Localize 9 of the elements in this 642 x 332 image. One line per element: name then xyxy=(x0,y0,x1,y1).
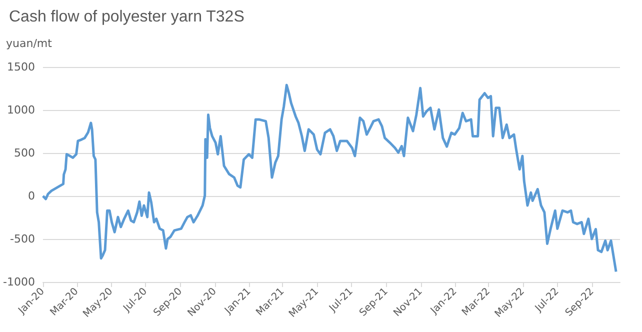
y-tick-label: 500 xyxy=(14,146,35,160)
y-tick-label: 1000 xyxy=(6,104,35,116)
chart-title: Cash flow of polyester yarn T32S xyxy=(9,8,244,26)
y-tick-label: -500 xyxy=(10,232,35,246)
y-tick-label: 1500 xyxy=(6,60,35,74)
y-tick-label: -1000 xyxy=(2,276,35,288)
y-tick-label: 0 xyxy=(28,190,35,202)
line-series xyxy=(42,84,618,273)
y-axis-title: yuan/mt xyxy=(6,37,53,50)
